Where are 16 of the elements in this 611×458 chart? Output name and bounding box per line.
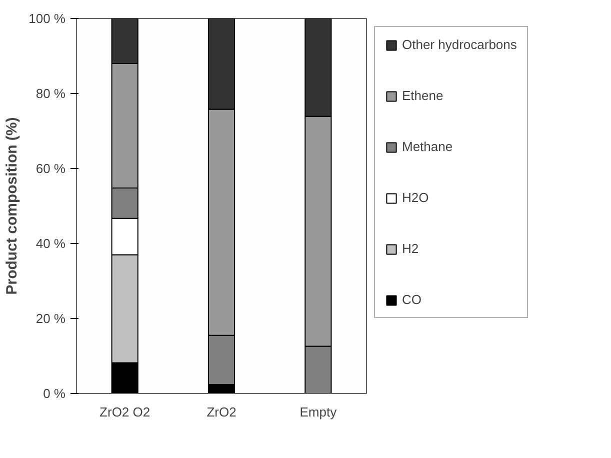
legend-label: Ethene: [402, 88, 444, 103]
legend-label: CO: [402, 292, 422, 307]
x-tick-label: ZrO2: [206, 404, 236, 420]
y-tick-label: 100 %: [28, 11, 66, 26]
y-tick-label: 0 %: [43, 386, 66, 401]
x-tick-label: Empty: [300, 404, 338, 420]
legend-label: Other hydrocarbons: [402, 37, 517, 52]
legend-label: H2: [402, 241, 420, 256]
legend-label: Methane: [402, 139, 453, 154]
y-tick-label: 60 %: [36, 161, 66, 176]
legend-label: H2O: [402, 190, 429, 205]
x-tick-label: ZrO2 O2: [100, 404, 150, 420]
y-tick-label: 20 %: [36, 311, 66, 326]
y-tick-label: 40 %: [36, 236, 66, 251]
y-tick-label: 80 %: [36, 86, 66, 101]
y-axis-title: Product composition (%): [4, 117, 21, 295]
